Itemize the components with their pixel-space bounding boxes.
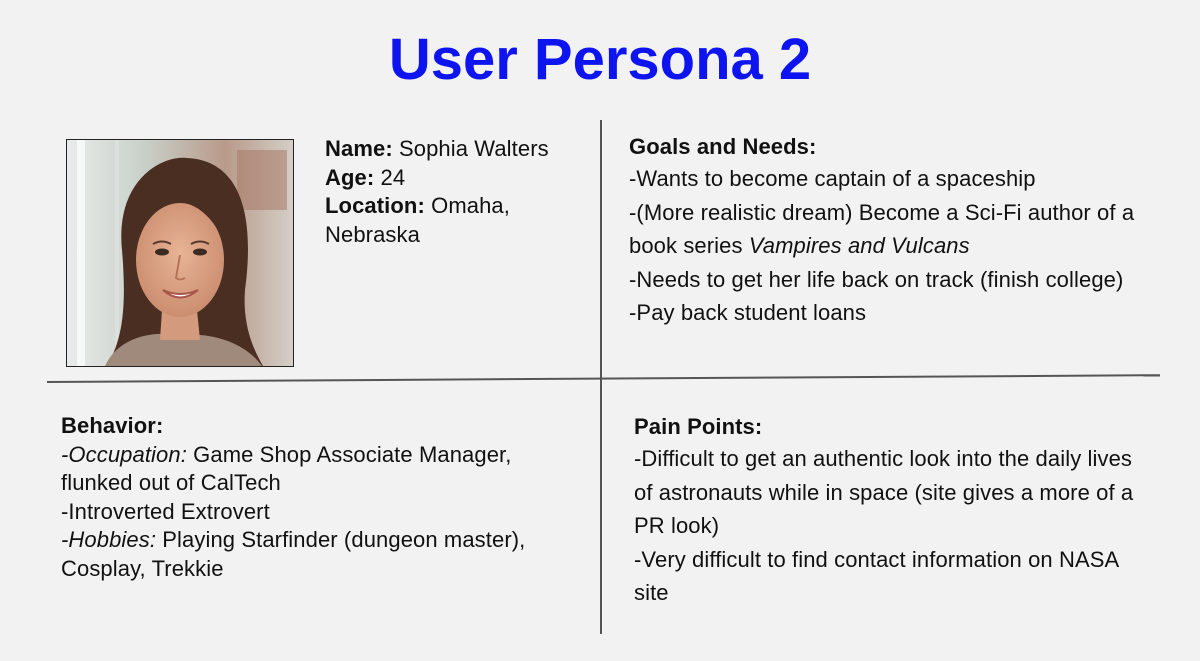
age-label: Age: bbox=[325, 164, 375, 190]
behavior-heading: Behavior: bbox=[61, 413, 164, 438]
pain-points-section: Pain Points: -Difficult to get an authen… bbox=[634, 412, 1154, 610]
hobbies-label: -Hobbies: bbox=[61, 527, 157, 552]
location-label: Location: bbox=[325, 193, 425, 218]
hobbies-value: Playing Starfinder (dungeon master), Cos… bbox=[61, 527, 526, 581]
occupation-label: -Occupation: bbox=[61, 441, 187, 467]
age-value: 24 bbox=[380, 164, 406, 190]
page-title: User Persona 2 bbox=[388, 27, 812, 92]
persona-photo bbox=[66, 139, 294, 367]
location-value: Omaha, Nebraska bbox=[325, 193, 510, 247]
name-row: Name: Sophia Walters bbox=[325, 135, 585, 164]
pain-point-item: -Very difficult to find contact informat… bbox=[634, 546, 1119, 606]
goal-item: -Wants to become captain of a spaceship bbox=[629, 166, 1036, 191]
location-row: Location: Omaha, Nebraska bbox=[325, 192, 585, 249]
name-label: Name: bbox=[325, 136, 393, 161]
age-row: Age: 24 bbox=[325, 164, 585, 193]
profile-info: Name: Sophia Walters Age: 24 Location: O… bbox=[325, 135, 585, 249]
goals-heading: Goals and Needs: bbox=[629, 134, 817, 159]
name-value: Sophia Walters bbox=[398, 136, 549, 161]
behavior-item: -Occupation: Game Shop Associate Manager… bbox=[61, 441, 581, 498]
goal-item: -Pay back student loans bbox=[629, 300, 867, 325]
horizontal-divider bbox=[46, 374, 1160, 383]
goals-section: Goals and Needs: -Wants to become captai… bbox=[629, 132, 1159, 330]
behavior-item: -Hobbies: Playing Starfinder (dungeon ma… bbox=[61, 526, 581, 583]
goal-item-text: -(More realistic dream) Become a Sci-Fi … bbox=[629, 199, 1135, 259]
goal-item: -(More realistic dream) Become a Sci-Fi … bbox=[629, 196, 1159, 263]
behavior-item: -Introverted Extrovert bbox=[61, 498, 270, 524]
occupation-value: Game Shop Associate Manager, flunked out… bbox=[61, 441, 512, 496]
pain-points-heading: Pain Points: bbox=[634, 414, 763, 439]
behavior-section: Behavior: -Occupation: Game Shop Associa… bbox=[61, 412, 581, 583]
goal-item: -Needs to get her life back on track (fi… bbox=[629, 266, 1124, 292]
book-series-title: Vampires and Vulcans bbox=[748, 233, 970, 258]
pain-point-item: -Difficult to get an authentic look into… bbox=[634, 446, 1134, 538]
